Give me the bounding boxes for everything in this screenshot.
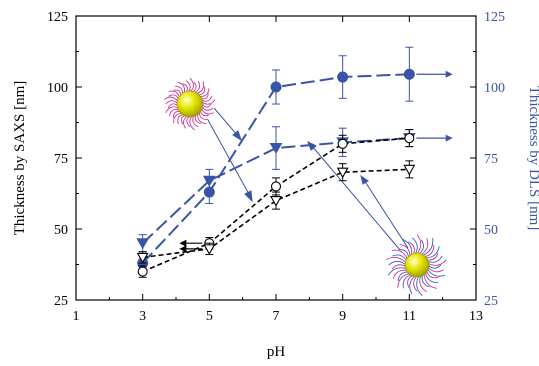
nanoparticle-core (404, 252, 430, 278)
brush-chain (419, 275, 427, 293)
y-tick-label-right: 25 (484, 294, 498, 309)
brush-chain (424, 244, 435, 258)
brush-chain (427, 266, 444, 273)
data-point-dls-circles (270, 81, 282, 93)
brush-chain (401, 238, 413, 256)
pointer-top-to-saxs-head (244, 190, 253, 203)
pointer-top-to-dls (213, 107, 239, 137)
brush-chain (426, 268, 446, 277)
pointer-bottom-to-dls-head (307, 140, 317, 151)
brush-chain (165, 100, 179, 105)
brush-chain (392, 269, 408, 279)
y-tick-label-left: 75 (54, 152, 68, 167)
x-tick-label: 7 (273, 309, 280, 324)
series-saxs-triangles (136, 160, 416, 264)
y-tick-label-left: 25 (54, 294, 68, 309)
y-axis-title-left: Thickness by SAXS [nm] (12, 81, 28, 236)
brush-particle-illustration-bottom (385, 234, 447, 297)
y-tick-label-right: 50 (484, 223, 498, 238)
pointer-top-to-saxs (207, 119, 251, 197)
brush-chain (391, 264, 407, 270)
brush-chain (411, 237, 418, 255)
brush-chain (391, 249, 408, 260)
y-tick-label-right: 125 (484, 10, 505, 25)
x-tick-label: 11 (403, 309, 416, 324)
brush-chain (397, 272, 410, 288)
y-tick-label-left: 125 (47, 10, 68, 25)
brush-chain (416, 275, 423, 297)
y-tick-label-right: 75 (484, 152, 498, 167)
annotation-pointers (207, 107, 409, 251)
y-tick-label-right: 100 (484, 81, 505, 96)
data-point-saxs-triangles (136, 252, 149, 264)
pointer-top-to-dls-head (232, 130, 242, 142)
y-tick-label-left: 50 (54, 223, 68, 238)
brush-chain (388, 260, 407, 266)
data-point-dls-triangles (269, 143, 283, 155)
series-dls-circles (137, 46, 453, 269)
brush-chain (402, 274, 412, 289)
x-tick-label: 13 (469, 309, 483, 324)
x-tick-label: 3 (139, 309, 146, 324)
direction-arrow-head-dls-circles (445, 70, 453, 78)
series-dls-triangles (136, 126, 453, 253)
pointer-bottom-to-saxs (363, 179, 409, 249)
brush-chain (427, 259, 447, 266)
data-point-saxs-triangles (270, 196, 282, 207)
data-point-dls-circles (403, 68, 415, 80)
pointer-bottom-to-dls (311, 145, 401, 251)
brush-chain (422, 237, 434, 256)
x-axis-title: pH (267, 344, 286, 360)
x-tick-label: 5 (206, 309, 213, 324)
x-tick-label: 1 (73, 309, 80, 324)
brush-chain (424, 272, 439, 284)
series-saxs-circles (137, 129, 415, 278)
data-point-saxs-triangles (203, 244, 216, 256)
brush-chain (425, 246, 440, 259)
nanoparticle-core (176, 90, 204, 118)
pointer-bottom-to-saxs-head (360, 174, 369, 185)
series-layer (136, 46, 453, 278)
data-point-dls-triangles (202, 175, 216, 187)
data-point-saxs-circles (137, 266, 148, 277)
data-point-saxs-circles (337, 138, 348, 149)
data-point-saxs-circles (404, 133, 415, 144)
brush-chain (416, 234, 422, 255)
brush-particle-illustration-top (163, 77, 216, 131)
series-line-saxs-triangles (142, 168, 410, 259)
data-point-dls-triangles (136, 238, 150, 250)
brush-chain (423, 273, 437, 289)
data-point-dls-circles (337, 71, 349, 83)
data-point-saxs-circles (270, 181, 282, 192)
direction-arrow-head-dls-triangles (445, 134, 453, 142)
direction-arrow-head-saxs-circles (179, 239, 187, 247)
brush-chain (399, 243, 411, 257)
brush-chain (392, 254, 408, 262)
axis-ticks (75, 15, 477, 301)
brush-chain (385, 256, 407, 264)
y-axis-title-right: Thickness by DLS [nm] (526, 86, 539, 231)
data-point-saxs-triangles (403, 164, 416, 176)
brush-chain (420, 238, 429, 256)
brush-chain (387, 267, 407, 276)
direction-arrow-head-saxs-triangles (179, 245, 187, 253)
y-tick-label-left: 100 (47, 81, 68, 96)
brush-chain (413, 275, 418, 292)
x-tick-label: 9 (339, 309, 346, 324)
brush-chain (189, 77, 194, 93)
brush-chain (427, 255, 443, 263)
brush-chain (409, 275, 416, 294)
brush-chain (418, 239, 424, 255)
data-point-saxs-triangles (336, 167, 349, 179)
